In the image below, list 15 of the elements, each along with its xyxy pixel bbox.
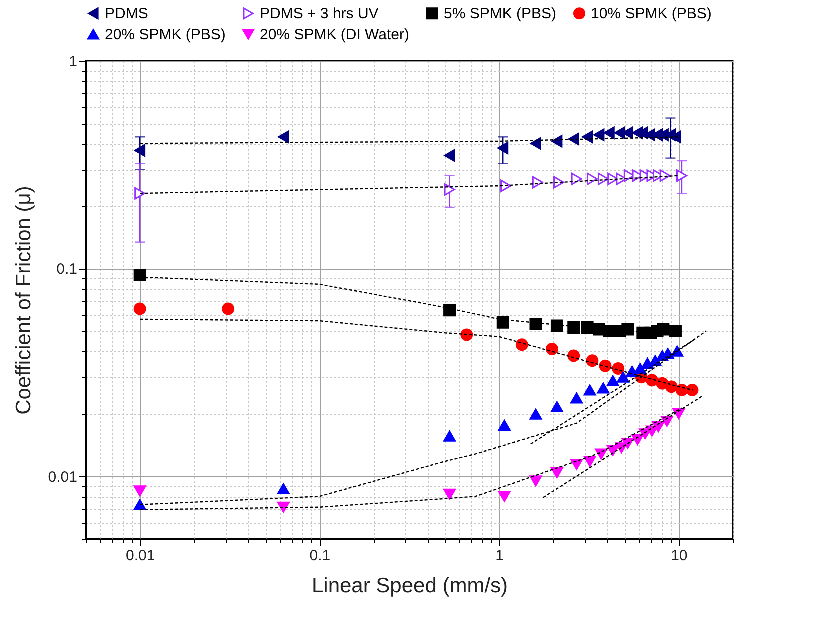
legend-label: 20% SPMK (DI Water) <box>260 26 410 44</box>
legend-label: PDMS <box>105 6 148 23</box>
x-tick-label: 1 <box>496 548 504 564</box>
x-axis-title: Linear Speed (mm/s) <box>312 574 508 598</box>
y-tick-label: 1 <box>69 54 78 70</box>
y-tick-label: 0.01 <box>48 468 78 486</box>
y-tick-label: 0.1 <box>56 261 78 278</box>
legend-label: PDMS + 3 hrs UV <box>260 6 379 23</box>
x-tick-label: 0.1 <box>310 548 331 564</box>
legend-label: 5% SPMK (PBS) <box>444 6 557 23</box>
legend-label: 20% SPMK (PBS) <box>105 26 226 44</box>
x-tick-label: 0.01 <box>126 548 156 564</box>
x-tick-label: 10 <box>671 548 688 564</box>
y-axis-title: Coefficient of Friction (μ) <box>12 186 36 415</box>
legend-label: 10% SPMK (PBS) <box>591 6 712 23</box>
